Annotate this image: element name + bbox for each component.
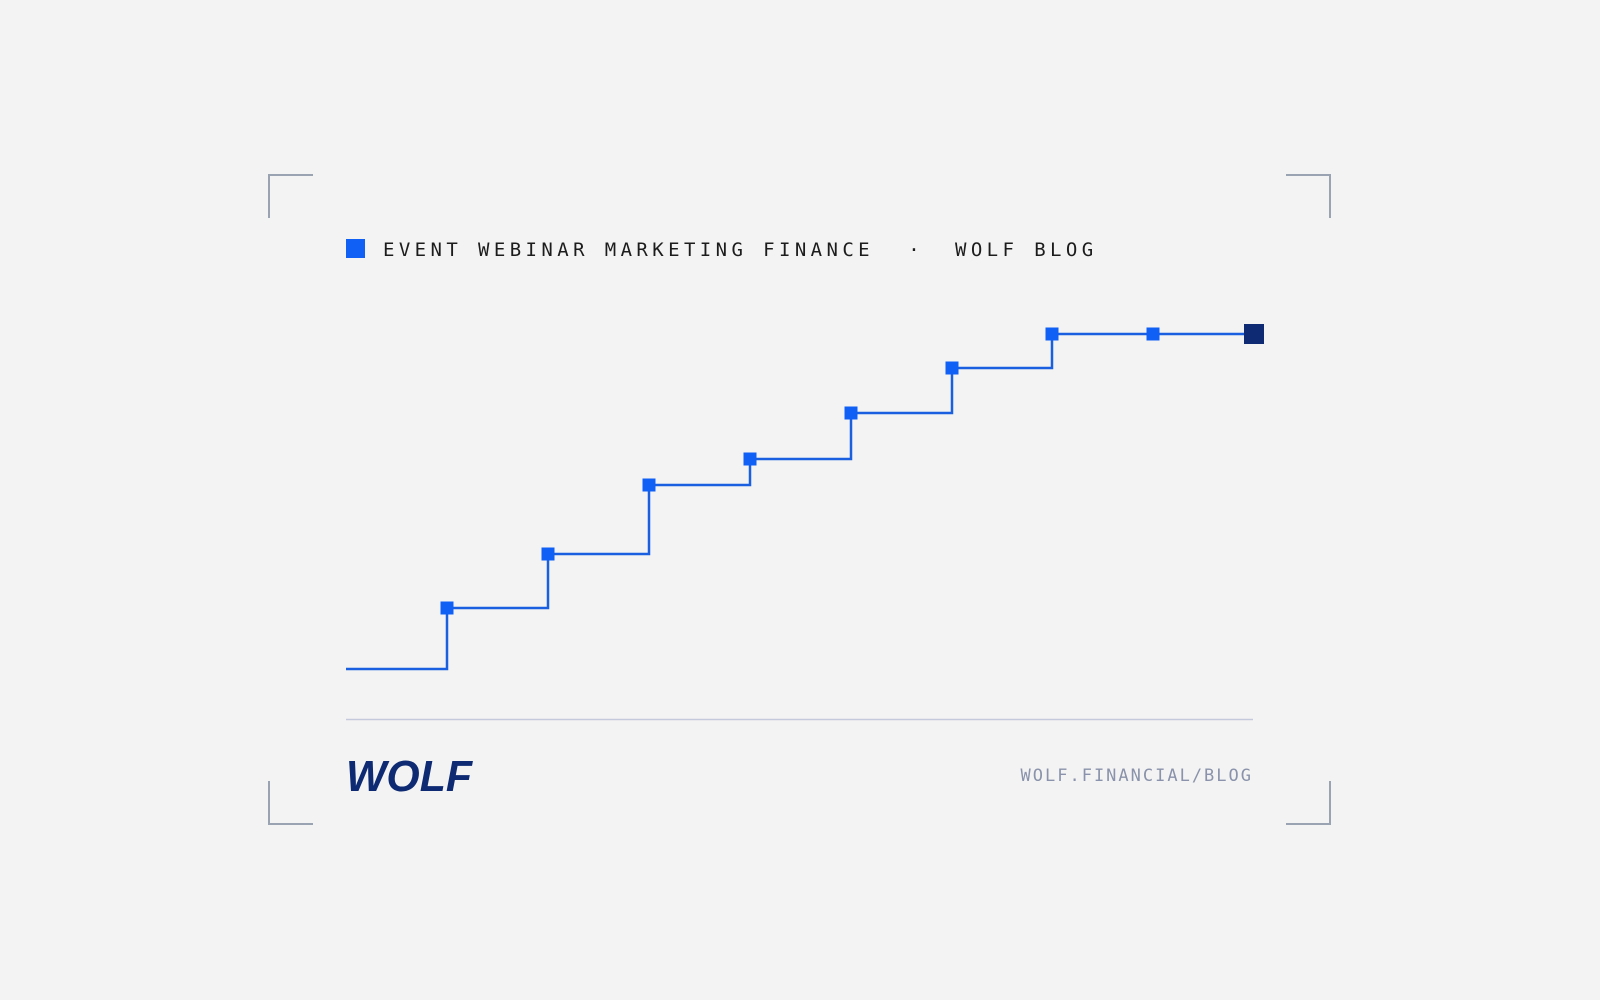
- step-marker: [1045, 327, 1059, 341]
- separator: ·: [908, 239, 919, 261]
- step-marker: [844, 406, 858, 420]
- corner-brackets: [268, 174, 1331, 825]
- corner-top-left: [268, 174, 313, 218]
- step-marker: [743, 452, 757, 466]
- corner-top-right: [1286, 174, 1331, 218]
- step-marker: [541, 547, 555, 561]
- blog-label: WOLF BLOG: [955, 239, 1098, 261]
- step-marker: [642, 478, 656, 492]
- step-markers: [440, 327, 1160, 615]
- corner-bottom-right: [1286, 781, 1331, 825]
- step-marker: [1146, 327, 1160, 341]
- url: WOLF.FINANCIAL/BLOG: [1021, 766, 1253, 786]
- step-marker: [440, 601, 454, 615]
- step-line: [346, 332, 1253, 671]
- tags: EVENT WEBINAR MARKETING FINANCE: [383, 239, 874, 261]
- logo: WOLF: [346, 752, 473, 801]
- step-marker: [945, 361, 959, 375]
- corner-bottom-left: [268, 781, 313, 825]
- tag-square: [346, 239, 365, 258]
- end-marker: [1244, 324, 1264, 344]
- step-graphic: [346, 324, 1264, 671]
